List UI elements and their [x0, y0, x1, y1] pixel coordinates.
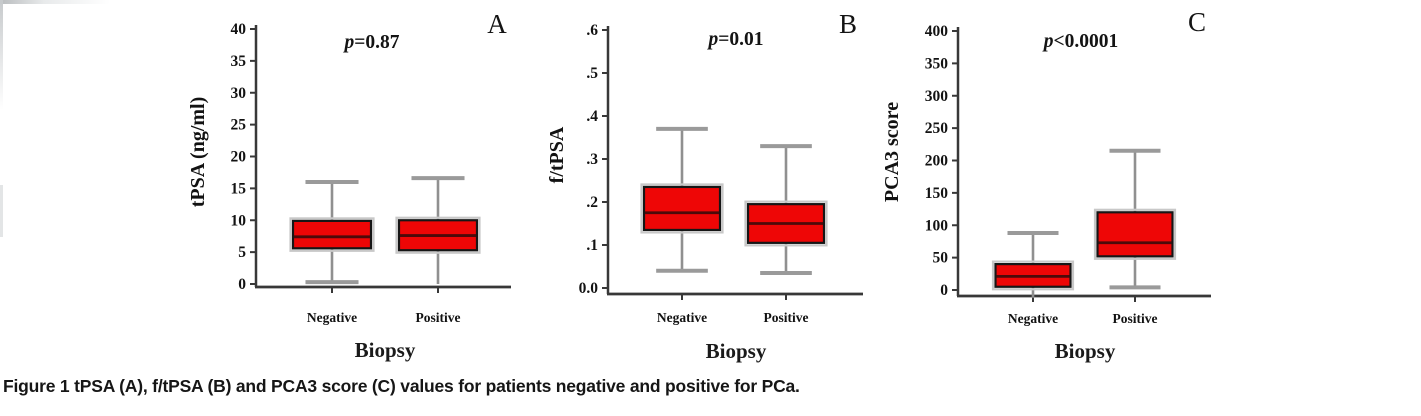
- panel-b-y-axis-title: f/tPSA: [546, 126, 568, 183]
- y-tick-label: 40: [231, 21, 247, 38]
- p-value-symbol: p: [1042, 31, 1054, 52]
- panel-letter-b: B: [839, 9, 857, 39]
- y-tick-label: 10: [231, 212, 247, 229]
- panel-b-p-value: p=0.01: [707, 29, 764, 50]
- y-tick-label: 35: [231, 53, 247, 70]
- box-halo-positive: [395, 216, 481, 254]
- panel-c-chart: 0 50 100 150 200 250 300 350 400 Negative Positive…: [881, 7, 1211, 363]
- panel-c-x-axis-title: Biopsy: [1055, 339, 1116, 363]
- y-tick-label: 200: [925, 153, 949, 170]
- y-tick-label: 0: [940, 282, 948, 299]
- y-tick-label: .5: [586, 65, 598, 82]
- y-tick-label: 300: [925, 88, 949, 105]
- y-tick-label: .6: [586, 22, 598, 39]
- y-tick-label: 20: [231, 149, 247, 166]
- category-label-positive: Positive: [764, 310, 809, 325]
- panel-a-chart: 0 5 10 15 20 25 30 35 40 Negative Positive tPSA (ng…: [187, 9, 511, 362]
- y-tick-label: 50: [933, 250, 949, 267]
- category-label-positive: Positive: [1113, 311, 1158, 326]
- box-halo-negative: [640, 183, 724, 234]
- box-halo-positive: [744, 200, 828, 247]
- y-tick-label: 350: [925, 55, 949, 72]
- y-tick-label: .2: [586, 194, 598, 211]
- box-positive: [1096, 211, 1174, 258]
- y-tick-label: 25: [231, 117, 247, 134]
- panel-a-p-value: p=0.87: [343, 32, 400, 53]
- figure-caption-text: tPSA (A), f/tPSA (B) and PCA3 score (C) …: [69, 376, 800, 396]
- y-tick-label: 0.0: [579, 280, 599, 297]
- p-value-number: =0.01: [718, 29, 763, 50]
- category-label-negative: Negative: [1008, 311, 1058, 326]
- y-tick-label: 30: [231, 85, 247, 102]
- panel-a-x-axis-title: Biopsy: [355, 338, 416, 362]
- y-tick-label: 250: [925, 120, 949, 137]
- p-value-number: =0.87: [354, 32, 399, 53]
- y-tick-label: 5: [238, 244, 246, 261]
- y-tick-label: 400: [925, 23, 949, 40]
- category-label-negative: Negative: [307, 310, 357, 325]
- box-halo-positive: [1093, 208, 1177, 260]
- p-value-number: <0.0001: [1054, 31, 1119, 52]
- y-tick-label: 150: [925, 185, 949, 202]
- panel-c-y-axis-title: PCA3 score: [881, 102, 903, 202]
- panel-b-x-axis-title: Biopsy: [706, 339, 767, 363]
- panel-b-chart: 0.0 .1 .2 .3 .4 .5 .6 Negative Positive f/tPSA Bio…: [546, 9, 863, 363]
- y-tick-label: .3: [586, 151, 598, 168]
- box-negative: [642, 185, 722, 232]
- y-tick-label: 15: [231, 180, 247, 197]
- box-negative: [291, 219, 373, 250]
- p-value-symbol: p: [343, 32, 355, 53]
- category-label-negative: Negative: [657, 310, 707, 325]
- panel-c-p-value: p<0.0001: [1042, 31, 1119, 52]
- y-tick-label: 100: [925, 217, 949, 234]
- category-label-positive: Positive: [416, 310, 461, 325]
- figure-caption: Figure 1 tPSA (A), f/tPSA (B) and PCA3 s…: [3, 376, 800, 398]
- box-halo-negative: [289, 217, 375, 252]
- y-tick-label: .4: [586, 108, 598, 125]
- y-tick-label: .1: [586, 237, 598, 254]
- panel-a-y-axis-title: tPSA (ng/ml): [187, 97, 209, 208]
- panel-letter-c: C: [1188, 7, 1206, 37]
- box-halo-negative: [991, 260, 1075, 291]
- p-value-symbol: p: [707, 29, 719, 50]
- y-tick-label: 0: [238, 276, 246, 293]
- figure-caption-number: Figure 1: [3, 376, 70, 396]
- panel-letter-a: A: [487, 9, 507, 39]
